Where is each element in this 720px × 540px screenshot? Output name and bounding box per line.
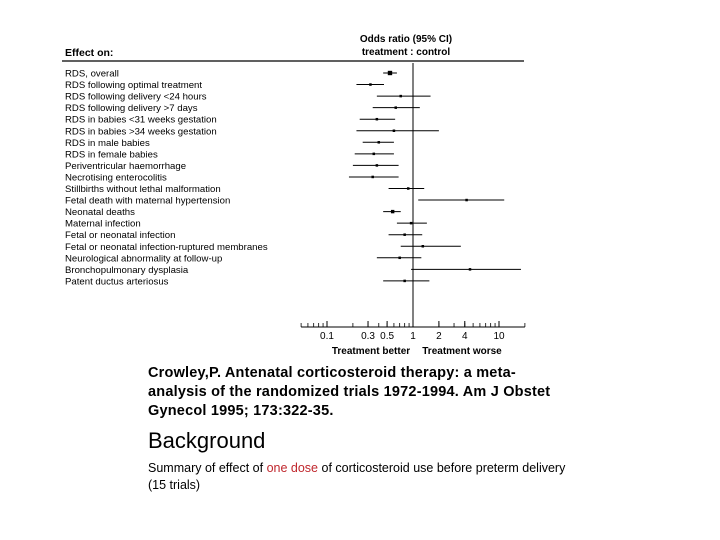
outcome-label: Fetal or neonatal infection <box>65 230 175 241</box>
point-estimate <box>409 221 413 225</box>
outcome-label: Neurological abnormality at follow-up <box>65 253 222 264</box>
outcome-label: RDS following delivery <24 hours <box>65 92 207 103</box>
outcome-label: RDS following delivery >7 days <box>65 103 198 114</box>
section-heading: Background <box>148 428 266 453</box>
x-tick-label: 0.5 <box>380 331 394 342</box>
outcome-label: Bronchopulmonary dysplasia <box>65 265 189 276</box>
outcome-label: Maternal infection <box>65 219 141 230</box>
xlabel-treatment-worse: Treatment worse <box>422 346 502 357</box>
summary-text-after: of corticosteroid use before preterm del… <box>148 461 566 492</box>
outcome-label: RDS, overall <box>65 69 119 80</box>
point-estimate <box>468 268 472 271</box>
point-estimate <box>392 129 396 132</box>
summary-highlight: one dose <box>266 461 319 475</box>
point-estimate <box>377 141 381 144</box>
point-estimate <box>403 279 406 283</box>
point-estimate <box>375 164 379 167</box>
outcome-label: RDS following optimal treatment <box>65 80 202 91</box>
point-estimate <box>371 175 374 179</box>
header-effect-on: Effect on: <box>65 47 113 59</box>
point-estimate <box>394 106 397 109</box>
point-estimate <box>406 187 410 190</box>
citation-text: Crowley,P. Antenatal corticosteroid ther… <box>148 365 551 419</box>
outcome-label: RDS in babies >34 weeks gestation <box>65 126 217 137</box>
outcome-label: RDS in female babies <box>65 149 158 160</box>
x-tick-label: 0.3 <box>361 331 375 342</box>
point-estimate <box>387 70 393 76</box>
x-tick-label: 2 <box>436 331 442 342</box>
outcome-label: Neonatal deaths <box>65 207 135 218</box>
forest-plot: Effect on: Odds ratio (95% CI) treatment :… <box>62 34 526 357</box>
outcome-label: Fetal or neonatal infection-ruptured mem… <box>65 242 268 253</box>
x-tick-label: 10 <box>493 331 505 342</box>
outcome-label: RDS in babies <31 weeks gestation <box>65 115 217 126</box>
point-estimate <box>465 198 468 202</box>
header-treatment-control: treatment : control <box>362 47 451 58</box>
point-estimate <box>369 83 372 86</box>
x-tick-label: 4 <box>462 331 468 342</box>
outcome-label: Patent ductus arteriosus <box>65 276 169 287</box>
outcome-label: Necrotising enterocolitis <box>65 172 167 183</box>
point-estimate <box>398 256 401 260</box>
outcome-label: RDS in male babies <box>65 138 150 149</box>
xlabel-treatment-better: Treatment better <box>332 346 410 357</box>
x-tick-label: 0.1 <box>320 331 334 342</box>
summary-text: Summary of effect of one dose of cortico… <box>148 460 578 494</box>
outcome-label: Stillbirths without lethal malformation <box>65 184 221 195</box>
x-tick-label: 1 <box>410 331 416 342</box>
point-estimate <box>399 94 402 98</box>
outcome-label: Periventricular haemorrhage <box>65 161 186 172</box>
point-estimate <box>421 245 425 248</box>
point-estimate <box>375 117 379 121</box>
outcome-label: Fetal death with maternal hypertension <box>65 196 230 207</box>
point-estimate <box>403 233 406 236</box>
point-estimate <box>390 209 395 214</box>
summary-text-before: Summary of effect of <box>148 461 267 475</box>
header-odds-ratio: Odds ratio (95% CI) <box>360 34 452 45</box>
point-estimate <box>372 152 376 156</box>
